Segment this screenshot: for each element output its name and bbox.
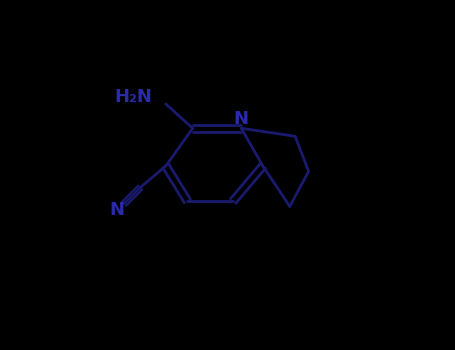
Text: N: N: [234, 110, 249, 128]
Text: N: N: [110, 202, 125, 219]
Text: H₂N: H₂N: [115, 88, 152, 106]
